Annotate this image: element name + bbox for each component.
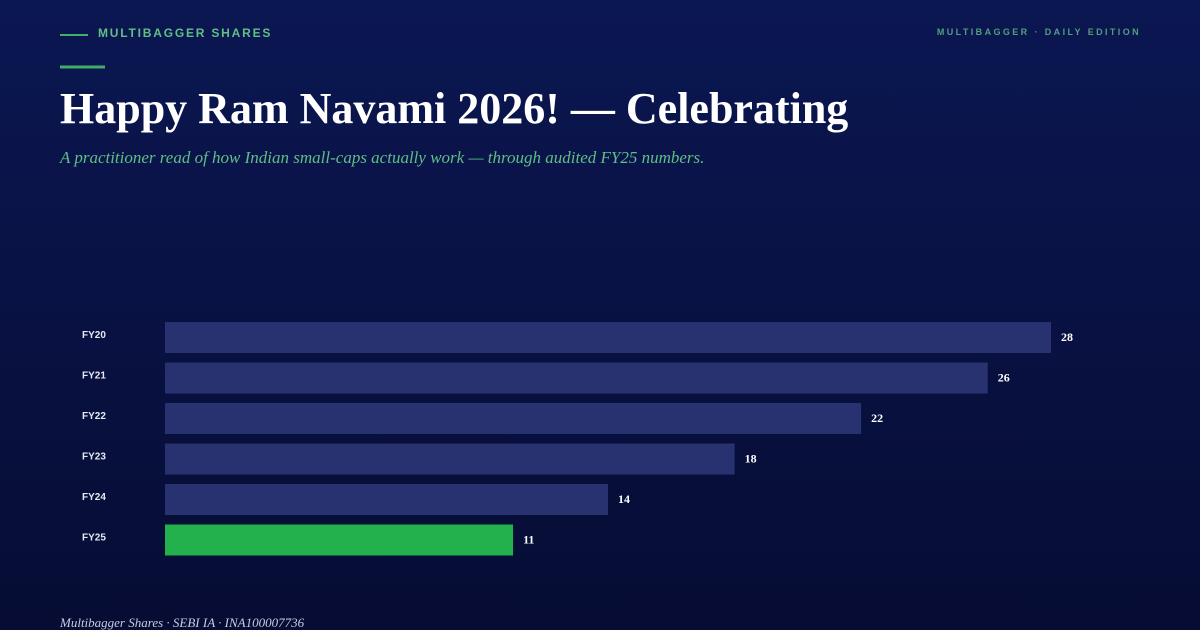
bar [165,322,1051,353]
value-label: 14 [618,492,630,506]
edition: MULTIBAGGER · DAILY EDITION [937,27,1141,37]
category-label: FY21 [82,371,106,382]
category-label: FY24 [82,492,106,503]
kicker: MULTIBAGGER SHARES [98,26,272,40]
category-label: FY20 [82,330,106,341]
category-label: FY23 [82,452,106,463]
bar [165,524,514,556]
value-label: 28 [1061,330,1073,344]
category-label: FY25 [82,533,106,544]
bar-chart: FY20 28 FY21 26 FY22 22 FY23 18 FY24 14 FY25 11 [82,322,1073,556]
bar [165,443,735,475]
value-label: 18 [745,452,757,466]
value-label: 26 [998,371,1010,385]
category-label: FY22 [82,411,106,422]
subtitle: A practitioner read of how Indian small-… [59,148,704,167]
bar [165,403,862,434]
bar [165,484,608,515]
value-label: 11 [523,533,534,547]
value-label: 22 [871,411,883,425]
title: Happy Ram Navami 2026! — Celebrating [60,84,848,133]
footer: Multibagger Shares · SEBI IA · INA100007… [59,615,305,630]
bar [165,362,988,394]
